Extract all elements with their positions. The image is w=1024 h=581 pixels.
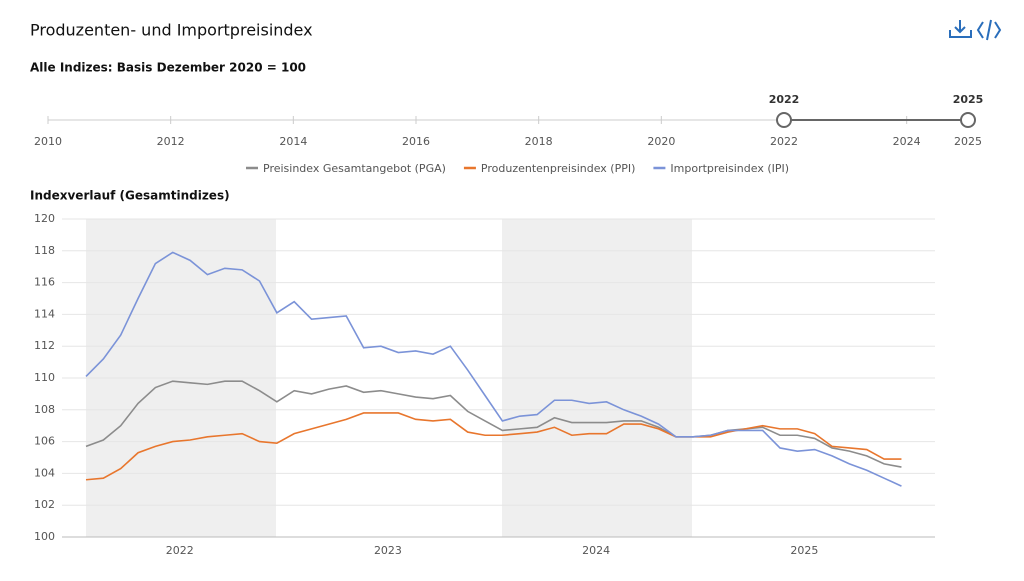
legend-label[interactable]: Preisindex Gesamtangebot (PGA)	[263, 162, 446, 175]
y-tick-label: 112	[34, 339, 55, 352]
slider-tick-label: 2025	[954, 135, 982, 148]
slider-handle[interactable]	[960, 112, 976, 128]
x-tick-label: 2022	[166, 544, 194, 557]
series-line	[85, 251, 902, 487]
y-tick-label: 118	[34, 244, 55, 257]
series-line	[85, 412, 902, 481]
x-tick-label: 2025	[790, 544, 818, 557]
y-tick-label: 106	[34, 435, 55, 448]
slider-tick-label: 2022	[770, 135, 798, 148]
x-tick-label: 2024	[582, 544, 610, 557]
slider-tick-label: 2018	[525, 135, 553, 148]
legend-label[interactable]: Importpreisindex (IPI)	[670, 162, 789, 175]
y-tick-label: 100	[34, 530, 55, 543]
legend-label[interactable]: Produzentenpreisindex (PPI)	[481, 162, 635, 175]
y-tick-label: 104	[34, 466, 55, 479]
y-tick-label: 114	[34, 307, 55, 320]
y-tick-label: 116	[34, 276, 55, 289]
title: Produzenten- und Importpreisindex	[30, 21, 313, 40]
y-tick-label: 108	[34, 403, 55, 416]
slider-tick-label: 2014	[279, 135, 307, 148]
slider-tick-label: 2020	[647, 135, 675, 148]
series-line	[85, 380, 902, 468]
chart-subtitle: Indexverlauf (Gesamtindizes)	[30, 189, 230, 203]
slider-tick-label: 2016	[402, 135, 430, 148]
y-tick-label: 120	[34, 212, 55, 225]
embed-icon[interactable]	[976, 19, 1002, 41]
download-icon[interactable]	[949, 20, 972, 38]
slider-tick-label: 2024	[893, 135, 921, 148]
slider-handle-label: 2022	[769, 93, 800, 106]
y-tick-label: 110	[34, 371, 55, 384]
slider-handle[interactable]	[776, 112, 792, 128]
y-tick-label: 102	[34, 498, 55, 511]
slider-tick-label: 2010	[34, 135, 62, 148]
slider-tick-label: 2012	[157, 135, 185, 148]
subtitle: Alle Indizes: Basis Dezember 2020 = 100	[30, 61, 306, 75]
slider-handle-label: 2025	[953, 93, 984, 106]
x-tick-label: 2023	[374, 544, 402, 557]
